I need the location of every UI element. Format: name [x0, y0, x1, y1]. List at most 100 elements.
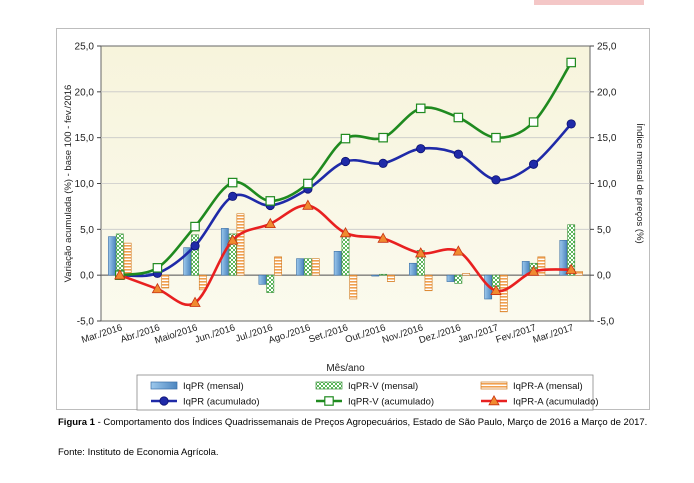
legend-label: IqPR (mensal): [183, 381, 244, 392]
marker-triangle: [415, 247, 427, 258]
x-tick-label: Dez./2016: [418, 322, 463, 346]
marker-circle: [378, 158, 388, 168]
marker-circle: [416, 144, 426, 154]
marker-square: [340, 133, 351, 144]
marker-triangle: [527, 265, 540, 276]
x-tick-label: Jun./2016: [193, 322, 236, 345]
bar: [258, 274, 267, 285]
marker-square: [190, 221, 200, 232]
bar: [123, 242, 132, 276]
marker-square: [453, 112, 464, 123]
legend-label: IqPR (acumulado): [183, 397, 260, 408]
legend-label: IqPR-A (mensal): [513, 381, 583, 392]
header-decoration: [534, 0, 644, 5]
bar: [161, 274, 170, 289]
marker-square: [378, 132, 388, 143]
marker-square: [415, 103, 426, 114]
bar: [333, 251, 342, 276]
marker-square: [566, 57, 576, 68]
marker-triangle: [488, 394, 500, 406]
marker-triangle: [490, 284, 502, 295]
marker-square: [528, 117, 539, 127]
marker-circle: [190, 241, 200, 251]
x-tick-label: Nov./2016: [381, 322, 425, 346]
bar: [108, 236, 116, 276]
marker-circle: [566, 119, 576, 129]
legend-label: IqPR-A (acumulado): [513, 397, 599, 408]
bar: [371, 274, 380, 277]
caption-text: - Comportamento dos Índices Quadrisseman…: [94, 417, 648, 428]
bar: [341, 233, 350, 276]
marker-square: [303, 178, 313, 189]
y-tick-label-right: 5,0: [597, 225, 611, 236]
bar: [266, 274, 275, 293]
bar: [274, 256, 282, 276]
bar: [115, 233, 124, 276]
chart-frame: -5,0 -5,0 0,0 0,0 5,0 5,0 10,0 10,0 15,0 15,0 20,0…: [56, 28, 650, 411]
bar: [311, 258, 320, 276]
marker-square: [324, 396, 334, 406]
legend-label: IqPR-V (mensal): [348, 381, 418, 392]
marker-circle: [528, 159, 539, 169]
y-tick-label-left: 10,0: [75, 179, 95, 190]
y-tick-label-right: 10,0: [597, 179, 617, 190]
marker-triangle: [565, 263, 577, 274]
y-tick-label-left: 25,0: [75, 42, 95, 53]
x-tick-label: Ago./2016: [267, 322, 312, 346]
figure-source: Fonte: Instituto de Economia Agrícola.: [58, 447, 219, 458]
marker-triangle: [226, 234, 239, 245]
y-tick-label-left: 20,0: [75, 87, 95, 98]
marker-square: [152, 263, 163, 273]
y-tick-label-left: 5,0: [80, 225, 94, 236]
bar: [387, 274, 395, 282]
figure-caption: Figura 1 - Comportamento dos Índices Qua…: [58, 416, 654, 429]
y-tick-label-right: 15,0: [597, 133, 617, 144]
legend-label: IqPR-V (acumulado): [348, 397, 434, 408]
x-tick-label: Maio/2016: [153, 322, 199, 346]
marker-circle: [491, 175, 501, 185]
x-tick-label: Fev./2017: [495, 322, 538, 345]
marker-triangle: [264, 217, 276, 229]
marker-circle: [340, 156, 351, 167]
x-axis-title: Mês/ano: [326, 363, 365, 374]
bar: [183, 247, 192, 276]
marker-triangle: [151, 282, 164, 294]
bar: [409, 262, 417, 276]
bar: [454, 274, 463, 284]
marker-triangle: [377, 232, 389, 243]
bar: [446, 274, 455, 282]
x-tick-label: Jan./2017: [457, 322, 500, 345]
marker-triangle: [452, 245, 465, 256]
legend-swatch: [150, 381, 178, 390]
marker-circle: [159, 396, 169, 406]
bar: [559, 240, 568, 276]
bar: [303, 258, 312, 276]
legend-box: [136, 374, 594, 411]
marker-triangle: [339, 226, 352, 238]
legend-swatch: [480, 381, 508, 390]
bar: [567, 224, 576, 276]
bar: [349, 274, 358, 300]
bar: [198, 274, 207, 291]
y-tick-label-right: 0,0: [597, 271, 611, 282]
bar: [424, 274, 433, 292]
bar: [296, 258, 304, 276]
bar: [379, 273, 388, 276]
caption-label: Figura 1: [58, 417, 95, 428]
x-tick-label: Set./2016: [307, 322, 349, 345]
y-tick-label-left: 0,0: [80, 271, 94, 282]
chart: -5,0 -5,0 0,0 0,0 5,0 5,0 10,0 10,0 15,0 15,0 20,0…: [63, 42, 645, 411]
y-tick-label-right: 20,0: [597, 87, 617, 98]
y-tick-label-right: -5,0: [597, 317, 615, 328]
marker-triangle: [114, 269, 126, 280]
y-axis-title-right: Índice mensal de preços (%): [634, 123, 645, 243]
marker-square: [491, 132, 501, 143]
x-tick-label: Out./2016: [344, 322, 387, 345]
x-tick-label: Mar./2017: [532, 322, 576, 346]
bar: [537, 256, 546, 276]
y-axis-title-left: Variação acumulada (%) - base 100 - fev.…: [63, 85, 74, 283]
y-tick-label-left: -5,0: [77, 317, 95, 328]
marker-triangle: [189, 296, 201, 307]
marker-triangle: [302, 199, 314, 210]
bar: [462, 273, 471, 276]
